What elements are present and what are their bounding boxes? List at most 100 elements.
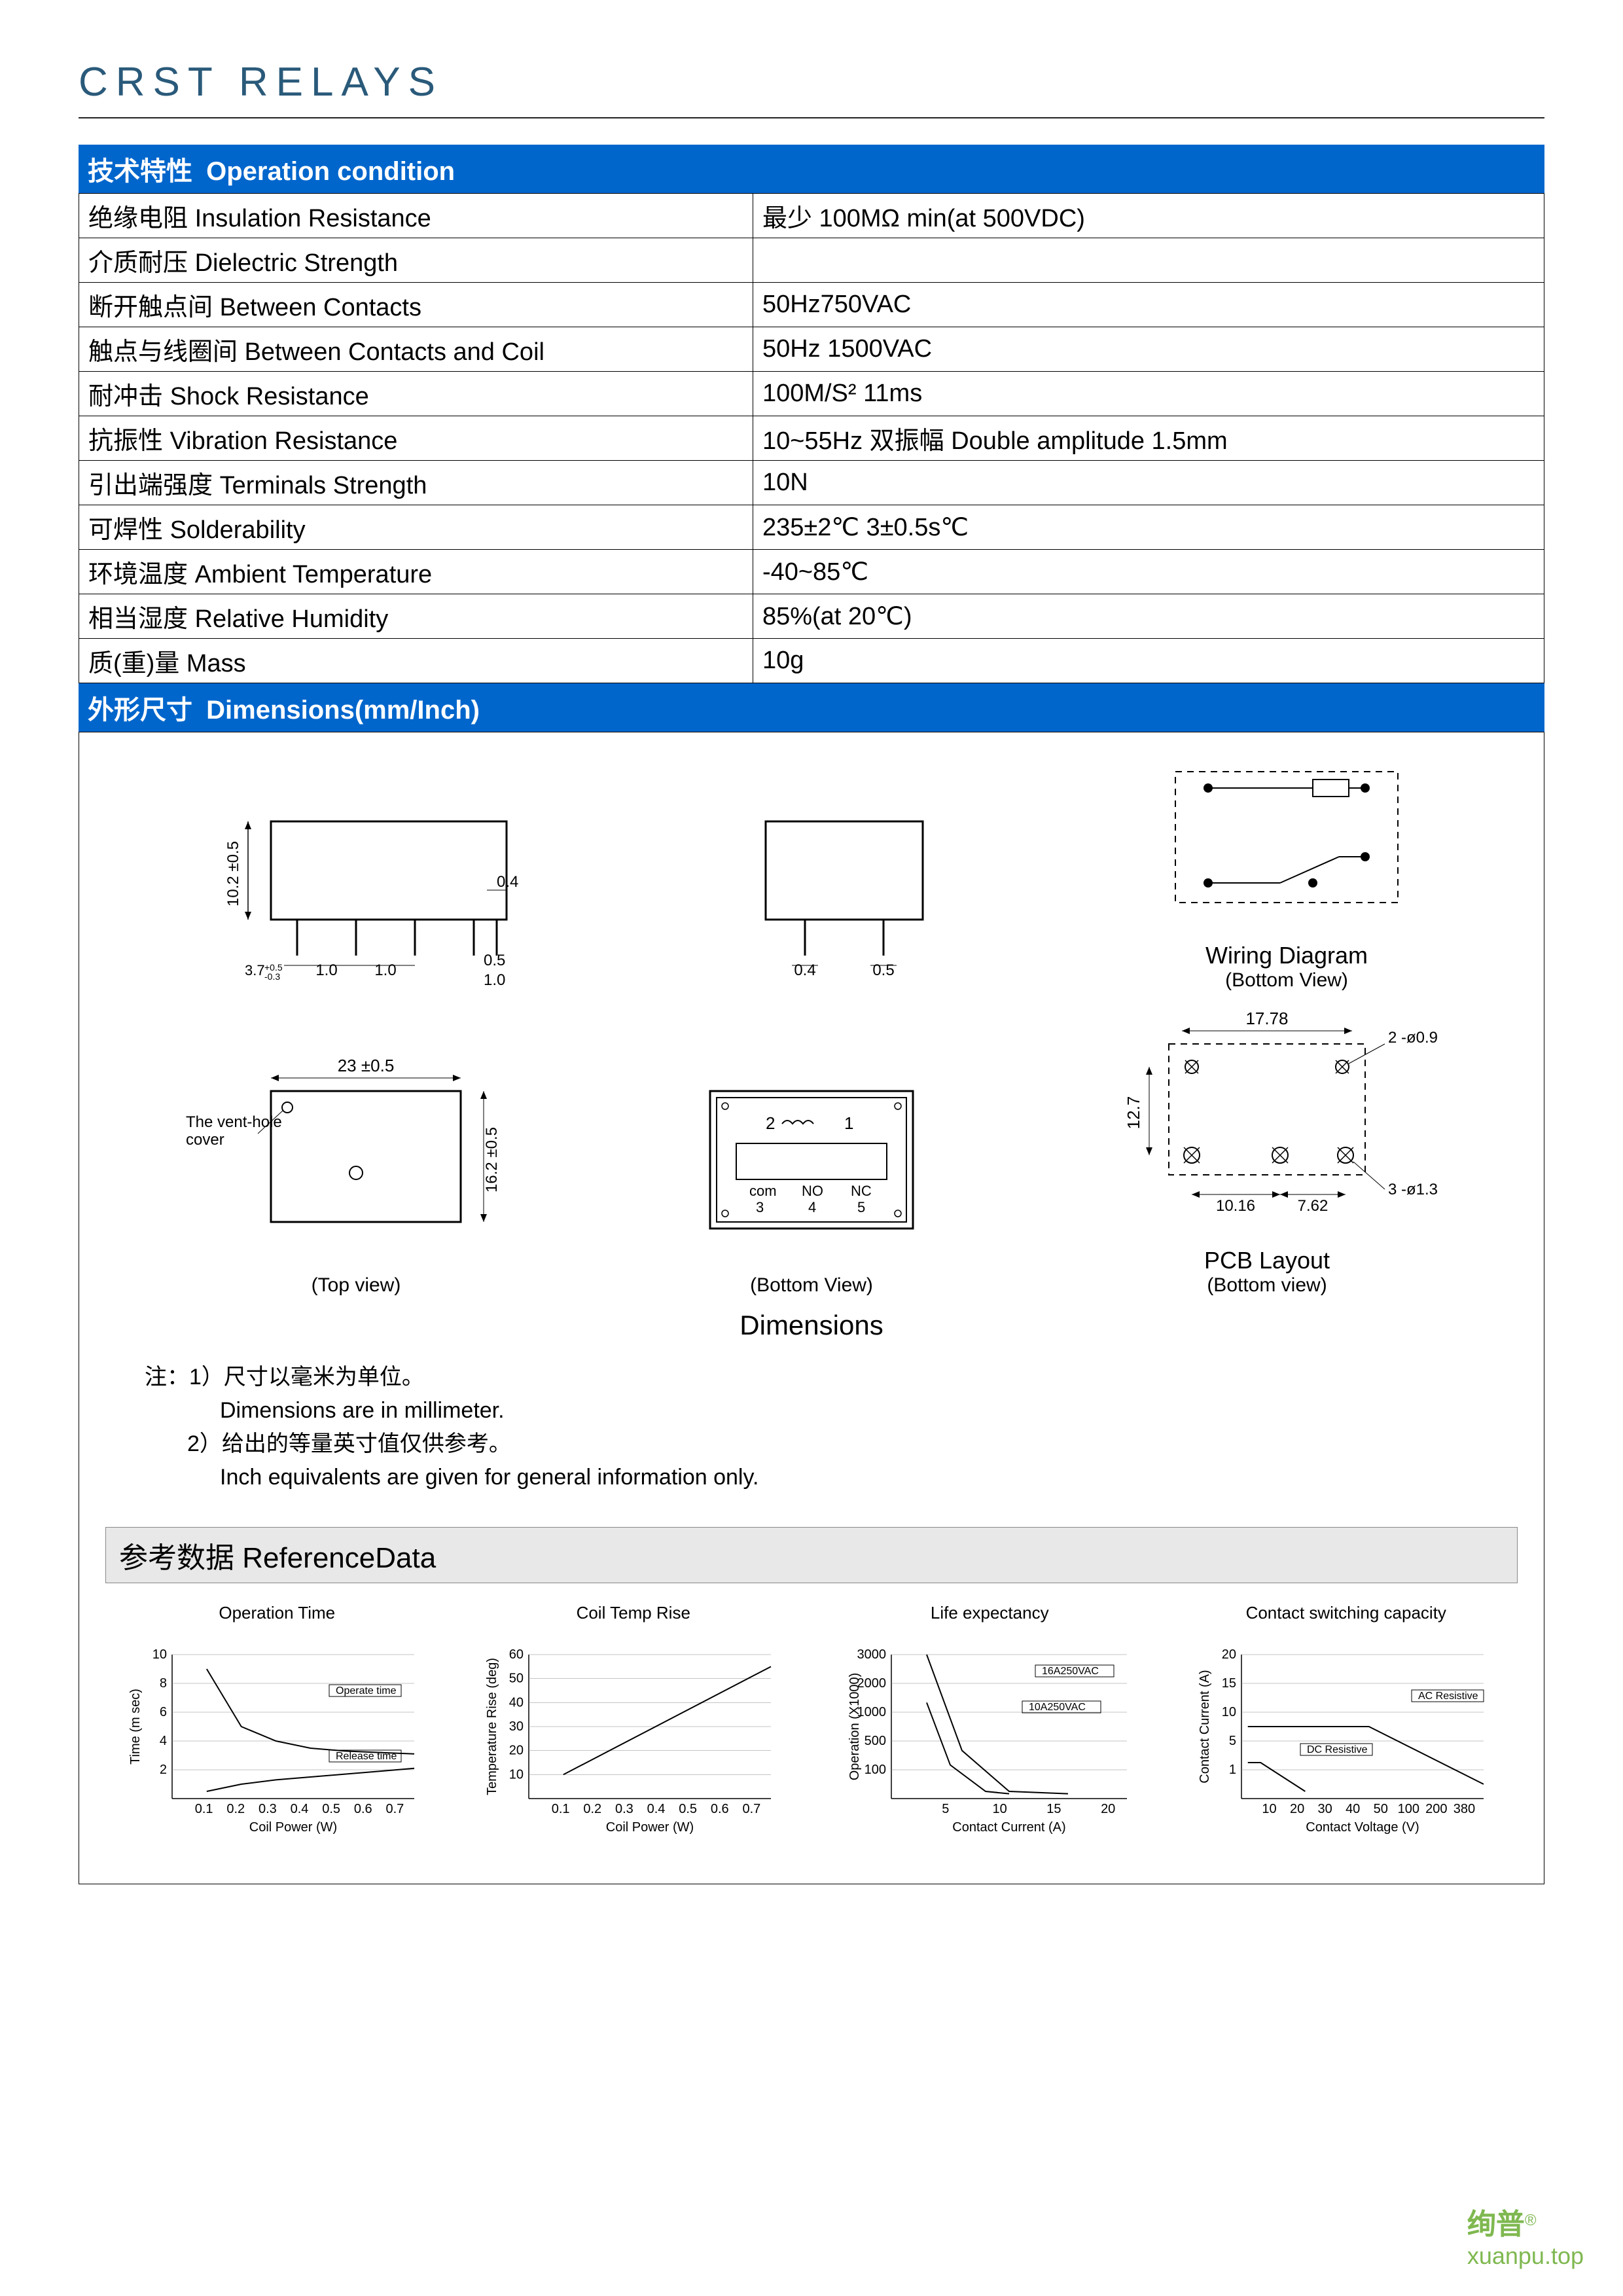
svg-text:0.6: 0.6 xyxy=(354,1802,372,1816)
cell-value: 10N xyxy=(753,461,1544,505)
svg-text:6: 6 xyxy=(160,1705,167,1719)
svg-text:NO: NO xyxy=(802,1183,823,1199)
svg-text:20: 20 xyxy=(1101,1802,1115,1816)
svg-text:20: 20 xyxy=(1290,1802,1304,1816)
svg-text:com: com xyxy=(749,1183,777,1199)
svg-text:Coil Power (W): Coil Power (W) xyxy=(606,1820,694,1835)
svg-text:0.7: 0.7 xyxy=(742,1802,760,1816)
table-row: 质(重)量 Mass10g xyxy=(79,639,1544,683)
svg-text:16.2 ±0.5: 16.2 ±0.5 xyxy=(483,1127,501,1193)
svg-text:30: 30 xyxy=(509,1719,524,1734)
svg-text:30: 30 xyxy=(1317,1802,1332,1816)
svg-text:5: 5 xyxy=(1229,1734,1236,1748)
table-row: 引出端强度 Terminals Strength10N xyxy=(79,461,1544,505)
note-1-en: Dimensions are in millimeter. xyxy=(220,1394,1518,1427)
dimensions-title: Dimensions xyxy=(105,1310,1518,1341)
ref-cn: 参考数据 xyxy=(119,1542,234,1574)
table-row: 耐冲击 Shock Resistance100M/S² 11ms xyxy=(79,372,1544,416)
note-2-en: Inch equivalents are given for general i… xyxy=(220,1461,1518,1494)
svg-text:100: 100 xyxy=(1397,1802,1419,1816)
watermark-brand: 绚普 xyxy=(1467,2208,1525,2240)
svg-text:Operation (X1000): Operation (X1000) xyxy=(847,1673,862,1781)
chart-life: Life expectancy 300020001000500100510152… xyxy=(818,1603,1162,1844)
diagram-side-view-2: 0.4 0.5 xyxy=(726,795,962,992)
cell-en: Between Contacts and Coil xyxy=(245,338,544,366)
cell-en: Vibration Resistance xyxy=(170,427,398,455)
svg-text:10: 10 xyxy=(993,1802,1007,1816)
chart-operation-time: Operation Time 1086420.10.20.30.40.50.60… xyxy=(105,1603,449,1844)
section-en: Operation condition xyxy=(206,157,455,186)
cell-value: 50Hz 1500VAC xyxy=(753,327,1544,372)
svg-text:10A250VAC: 10A250VAC xyxy=(1029,1702,1086,1713)
svg-text:5: 5 xyxy=(942,1802,949,1816)
svg-text:2: 2 xyxy=(160,1763,167,1777)
note-1-cn: 注：1）尺寸以毫米为单位。 xyxy=(145,1361,1518,1394)
svg-text:3 -ø1.3: 3 -ø1.3 xyxy=(1388,1181,1438,1198)
svg-text:50: 50 xyxy=(509,1672,524,1686)
svg-text:0.5: 0.5 xyxy=(679,1802,697,1816)
cell-cn: 触点与线圈间 xyxy=(88,338,238,366)
cell-en: Relative Humidity xyxy=(195,605,389,633)
svg-text:0.4: 0.4 xyxy=(647,1802,665,1816)
wiring-title: Wiring Diagram xyxy=(1149,942,1424,969)
section-en: Dimensions(mm/Inch) xyxy=(206,696,480,725)
section-cn: 技术特性 xyxy=(88,157,192,186)
section-header-operation: 技术特性 Operation condition xyxy=(79,145,1544,193)
ref-en: ReferenceData xyxy=(242,1542,436,1574)
note-2-cn: 2）给出的等量英寸值仅供参考。 xyxy=(187,1427,1518,1461)
bottom-view-caption: (Bottom View) xyxy=(674,1274,949,1297)
chart-title: Contact switching capacity xyxy=(1175,1603,1518,1623)
cell-en: Ambient Temperature xyxy=(195,561,433,588)
svg-text:1.0: 1.0 xyxy=(484,971,505,989)
cell-en: Insulation Resistance xyxy=(195,205,431,232)
diagram-wiring: Wiring Diagram (Bottom View) xyxy=(1149,752,1424,992)
cell-cn: 绝缘电阻 xyxy=(88,205,188,232)
svg-text:10: 10 xyxy=(152,1647,167,1662)
svg-text:15: 15 xyxy=(1222,1676,1236,1691)
cell-cn: 引出端强度 xyxy=(88,472,213,499)
chart-title: Coil Temp Rise xyxy=(462,1603,806,1623)
diagram-top-view: 23 ±0.5 The vent-hole cover 16.2 ±0.5 (T… xyxy=(173,1052,539,1297)
svg-text:10: 10 xyxy=(509,1767,524,1782)
notes: 注：1）尺寸以毫米为单位。 Dimensions are in millimet… xyxy=(145,1361,1518,1494)
cell-en: Shock Resistance xyxy=(170,383,369,410)
cell-cn: 质(重)量 xyxy=(88,650,179,677)
svg-text:3000: 3000 xyxy=(857,1647,887,1662)
cell-value xyxy=(753,238,1544,283)
svg-text:15: 15 xyxy=(1047,1802,1061,1816)
svg-text:100: 100 xyxy=(865,1763,886,1777)
svg-text:1.0: 1.0 xyxy=(374,961,396,979)
cell-en: Dielectric Strength xyxy=(195,249,398,277)
cell-value: 85%(at 20℃) xyxy=(753,594,1544,639)
table-row: 可焊性 Solderability235±2℃ 3±0.5s℃ xyxy=(79,505,1544,550)
svg-text:3: 3 xyxy=(756,1199,764,1215)
cell-value: -40~85℃ xyxy=(753,550,1544,594)
svg-text:2 -ø0.9: 2 -ø0.9 xyxy=(1388,1029,1438,1047)
svg-text:0.3: 0.3 xyxy=(259,1802,277,1816)
spec-table: 绝缘电阻 Insulation Resistance最少 100MΩ min(a… xyxy=(79,193,1544,683)
table-row: 相当湿度 Relative Humidity85%(at 20℃) xyxy=(79,594,1544,639)
svg-text:4: 4 xyxy=(808,1199,816,1215)
svg-text:-0.3: -0.3 xyxy=(264,971,280,982)
table-row: 环境温度 Ambient Temperature-40~85℃ xyxy=(79,550,1544,594)
svg-text:5: 5 xyxy=(857,1199,865,1215)
diagram-side-view-1: 10.2 ±0.5 0.4 3.7+0.5-0.3 1.0 1.0 0.5 1.… xyxy=(199,795,539,992)
svg-text:0.2: 0.2 xyxy=(583,1802,601,1816)
section-header-dimensions: 外形尺寸 Dimensions(mm/Inch) xyxy=(79,683,1544,732)
chart-title: Life expectancy xyxy=(818,1603,1162,1623)
svg-text:4: 4 xyxy=(160,1734,167,1748)
svg-text:40: 40 xyxy=(1346,1802,1360,1816)
svg-text:16A250VAC: 16A250VAC xyxy=(1042,1666,1099,1677)
svg-text:10.2 ±0.5: 10.2 ±0.5 xyxy=(224,841,242,906)
cell-value: 100M/S² 11ms xyxy=(753,372,1544,416)
svg-text:2: 2 xyxy=(766,1113,775,1133)
svg-text:cover: cover xyxy=(186,1131,224,1149)
svg-text:7.62: 7.62 xyxy=(1298,1197,1329,1215)
svg-text:0.7: 0.7 xyxy=(386,1802,404,1816)
svg-text:DC Resistive: DC Resistive xyxy=(1307,1744,1368,1755)
chart-switching: Contact switching capacity 2015105110203… xyxy=(1175,1603,1518,1844)
pcb-sub: (Bottom view) xyxy=(1084,1274,1450,1297)
svg-text:Contact Current (A): Contact Current (A) xyxy=(953,1820,1066,1835)
top-view-caption: (Top view) xyxy=(173,1274,539,1297)
svg-text:Time (m sec): Time (m sec) xyxy=(128,1689,143,1765)
